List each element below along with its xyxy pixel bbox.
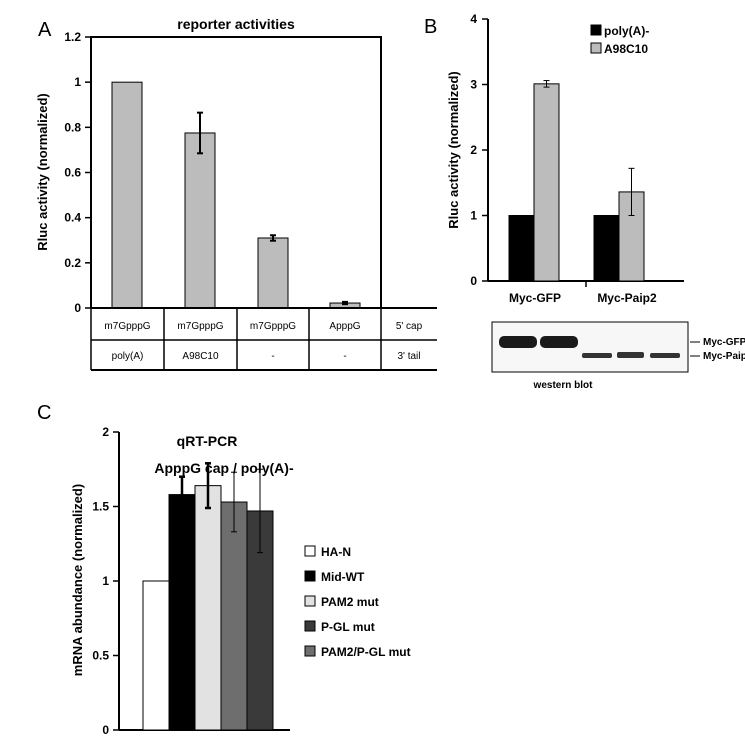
- panel-letter-b: B: [424, 16, 437, 38]
- panel-c-legend-label: Mid-WT: [321, 570, 365, 584]
- panel-b-ytick-label: 2: [470, 143, 477, 157]
- panel-a-ytick-label: 0.2: [64, 256, 81, 270]
- panel-letter-a: A: [38, 19, 52, 41]
- blot-label-gfp: Myc-GFP: [703, 337, 745, 348]
- panel-b-ylabel: Rluc activity (normalized): [446, 71, 461, 228]
- panel-c-legend-label: HA-N: [321, 545, 351, 559]
- panel-a-ytick-label: 1: [74, 75, 81, 89]
- blot-band-paip2: [617, 352, 644, 358]
- panel-a-ytick-label: 0.6: [64, 166, 81, 180]
- table-tail-cell: -: [271, 351, 274, 362]
- panel-a-chart: reporter activities Rluc activity (norma…: [35, 16, 437, 371]
- panel-c-legend-swatch: [304, 570, 316, 582]
- panel-c-bar: [220, 501, 248, 731]
- panel-c-legend-swatch: [304, 620, 316, 632]
- panel-b-ytick-label: 1: [470, 209, 477, 223]
- panel-c-ytick-label: 0: [102, 723, 109, 737]
- panel-b-ytick-label: 3: [470, 78, 477, 92]
- blot-label-paip2: Myc-Paip2: [703, 351, 745, 362]
- panel-b-xtick-label: Myc-Paip2: [597, 291, 657, 305]
- panel-c-legend-swatch: [304, 595, 316, 607]
- panel-a-ytick-label: 0: [74, 301, 81, 315]
- panel-a-bar: [111, 81, 143, 309]
- table-tail-cell: -: [343, 351, 346, 362]
- panel-a-yaxis: 0 0.2 0.4 0.6 0.8 1 1.2: [64, 30, 91, 315]
- blot-band-paip2: [582, 353, 612, 358]
- panel-b-chart: Rluc activity (normalized) 0 1 2 3 4 poly(A)…: [446, 12, 745, 391]
- panel-b-legend: poly(A)- A98C10: [590, 24, 649, 56]
- panel-a-title: reporter activities: [177, 16, 295, 32]
- blot-caption: western blot: [533, 380, 594, 391]
- table-cap-cell: m7GpppG: [250, 321, 296, 332]
- panel-c-legend-swatch: [304, 645, 316, 657]
- panel-c-ytick-label: 1.5: [92, 500, 109, 514]
- panel-b-ytick-label: 0: [470, 274, 477, 288]
- panel-letter-c: C: [37, 402, 51, 424]
- panel-c-title: qRT-PCR: [177, 433, 238, 449]
- table-cap-cell: m7GpppG: [104, 321, 150, 332]
- table-cap-cell: m7GpppG: [177, 321, 223, 332]
- panel-c-ytick-label: 1: [102, 574, 109, 588]
- panel-c-legend: HA-N Mid-WT PAM2 mut P-GL mut PAM2/P-GL mut: [304, 545, 411, 659]
- panel-a-bar: [184, 132, 216, 309]
- table-cap-cell: 5' cap: [396, 321, 423, 332]
- panel-c-ytick-label: 0.5: [92, 649, 109, 663]
- panel-b-ytick-label: 4: [470, 12, 477, 26]
- blot-band-paip2: [650, 353, 680, 358]
- panel-a-ytick-label: 0.4: [64, 211, 81, 225]
- panel-c-legend-label: P-GL mut: [321, 620, 375, 634]
- panel-c-ytick-label: 2: [102, 425, 109, 439]
- western-blot: Myc-GFP Myc-Paip2 western blot: [491, 321, 745, 391]
- blot-band-gfp: [540, 336, 578, 348]
- blot-band-gfp: [499, 336, 537, 348]
- panel-a-table: m7GpppG m7GpppG m7GpppG ApppG 5' cap poly(A) A…: [90, 307, 437, 371]
- panel-c-chart: qRT-PCR ApppG cap / poly(A)- mRNA abunda…: [70, 425, 411, 737]
- panel-c-legend-label: PAM2/P-GL mut: [321, 645, 411, 659]
- panel-c-bar: [168, 494, 196, 731]
- panel-b-legend-swatch: [590, 42, 602, 54]
- panel-c-bar: [142, 580, 170, 731]
- panel-b-yaxis: 0 1 2 3 4: [470, 12, 684, 288]
- panel-b-bar: [533, 83, 560, 282]
- panel-a-bar: [257, 237, 289, 309]
- table-cap-cell: ApppG: [329, 321, 360, 332]
- panel-b-legend-label: poly(A)-: [604, 24, 649, 38]
- panel-c-legend-label: PAM2 mut: [321, 595, 379, 609]
- panel-a-ytick-label: 0.8: [64, 120, 81, 134]
- panel-c-subtitle: ApppG cap / poly(A)-: [154, 460, 294, 476]
- panel-b-bar: [508, 215, 535, 282]
- panel-b-xtick-label: Myc-GFP: [509, 291, 561, 305]
- panel-a-ylabel: Rluc activity (normalized): [35, 93, 50, 250]
- panel-c-bar: [194, 485, 222, 731]
- panel-c-ylabel: mRNA abundance (normalized): [70, 484, 85, 676]
- panel-b-bar: [593, 215, 620, 282]
- panel-a-bars: [111, 81, 361, 309]
- panel-b-bars: [508, 80, 645, 282]
- table-tail-cell: A98C10: [182, 351, 219, 362]
- panel-b-xlabels: Myc-GFP Myc-Paip2: [509, 291, 657, 305]
- panel-b-legend-swatch: [590, 24, 602, 36]
- table-tail-cell: 3' tail: [397, 351, 420, 362]
- table-tail-cell: poly(A): [112, 351, 144, 362]
- panel-b-legend-label: A98C10: [604, 42, 648, 56]
- panel-c-bars: [142, 462, 274, 731]
- panel-a-ytick-label: 1.2: [64, 30, 81, 44]
- panel-c-legend-swatch: [304, 545, 316, 557]
